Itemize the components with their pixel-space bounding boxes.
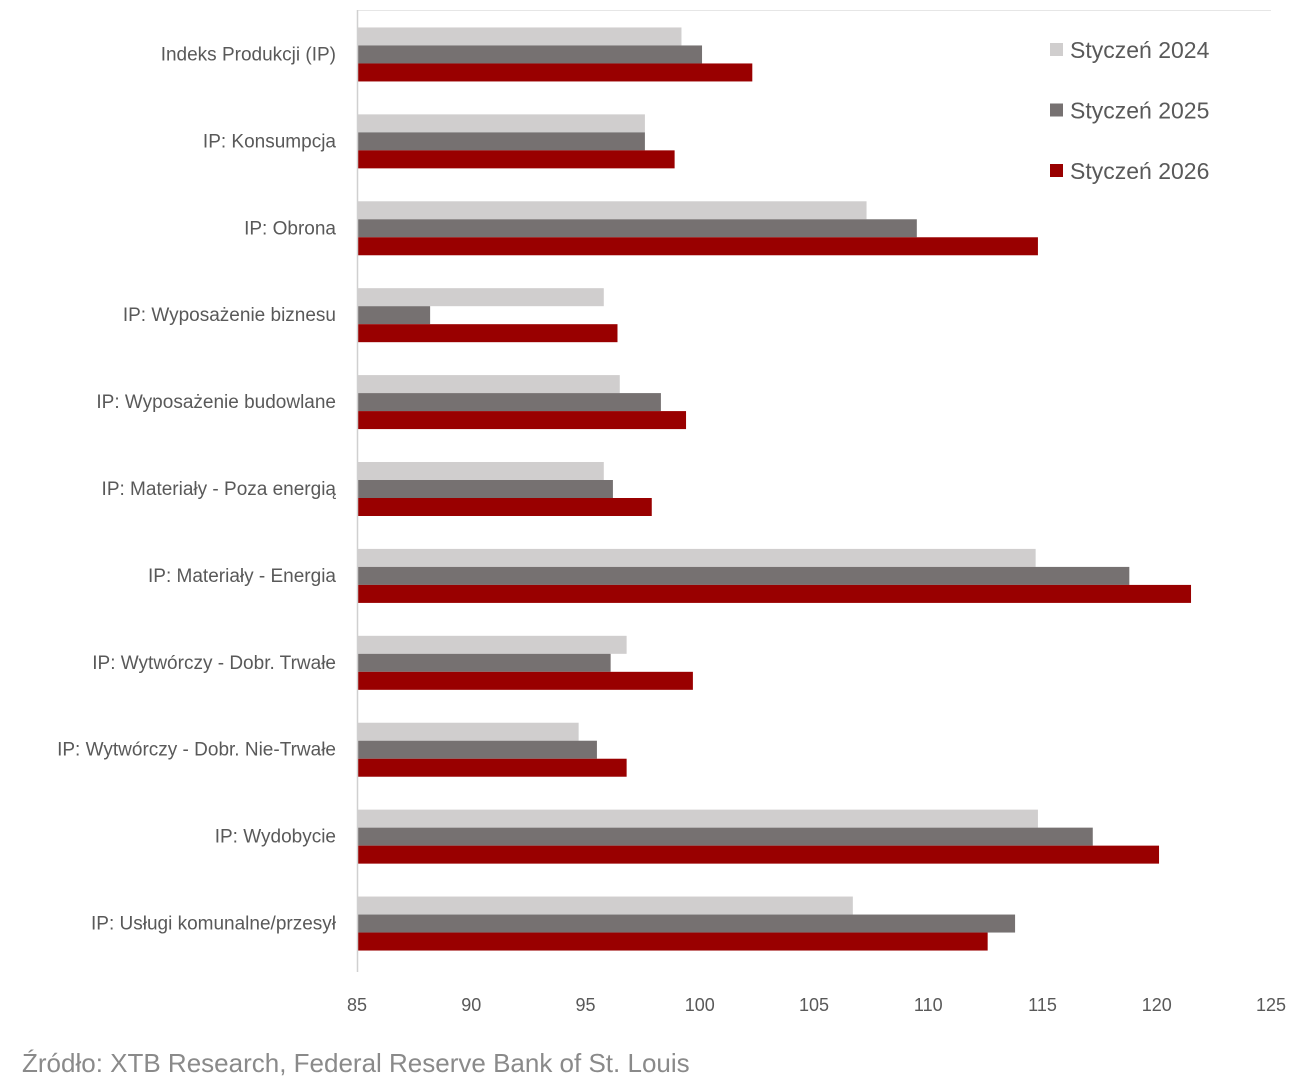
bar-3-3: [357, 237, 1038, 256]
category-label: Indeks Produkcji (IP): [161, 44, 336, 65]
bar-3-8: [357, 671, 693, 690]
bar-3-4: [357, 324, 618, 343]
legend-label: Styczeń 2024: [1070, 37, 1210, 63]
bar-1-7: [357, 548, 1036, 567]
bar-2-1: [357, 45, 703, 64]
bar-3-7: [357, 584, 1192, 603]
category-label: IP: Konsumpcja: [203, 131, 336, 152]
bar-2-9: [357, 740, 597, 759]
bar-3-2: [357, 150, 675, 169]
x-tick-label: 105: [799, 995, 829, 1015]
bar-2-8: [357, 653, 611, 672]
bar-1-1: [357, 27, 682, 46]
category-label: IP: Wyposażenie budowlane: [96, 392, 336, 413]
bar-2-2: [357, 132, 645, 151]
bar-2-6: [357, 480, 613, 498]
x-tick-label: 125: [1256, 995, 1286, 1015]
x-tick-label: 90: [461, 995, 481, 1015]
bar-chart: Indeks Produkcji (IP) IP: Konsumpcja IP: O…: [57, 10, 1286, 1015]
legend-swatch: [1050, 103, 1063, 117]
bar-1-2: [357, 114, 645, 133]
bar-1-9: [357, 722, 579, 741]
bar-3-6: [357, 498, 652, 516]
x-tick-label: 95: [575, 995, 595, 1015]
legend-swatch: [1050, 164, 1063, 177]
bar-1-8: [357, 635, 627, 654]
x-tick-label: 85: [347, 995, 367, 1015]
category-label: IP: Wydobycie: [215, 827, 336, 848]
bar-1-5: [357, 375, 620, 394]
bar-1-10: [357, 809, 1038, 828]
source-note: Źródło: XTB Research, Federal Reserve Ba…: [22, 1048, 690, 1078]
bar-2-11: [357, 914, 1016, 933]
legend-swatch: [1050, 43, 1063, 56]
bar-1-4: [357, 288, 604, 307]
bar-2-4: [357, 306, 431, 325]
category-label: IP: Obrona: [244, 218, 336, 239]
bar-2-5: [357, 393, 661, 412]
bar-1-6: [357, 462, 604, 480]
category-label: IP: Materiały - Energia: [148, 566, 336, 587]
category-label: IP: Wytwórczy - Dobr. Trwałe: [92, 653, 336, 674]
bar-2-7: [357, 566, 1130, 585]
category-label: IP: Wyposażenie biznesu: [123, 305, 336, 326]
bar-2-10: [357, 827, 1093, 846]
legend-label: Styczeń 2025: [1070, 98, 1209, 124]
x-tick-label: 110: [914, 995, 943, 1015]
x-tick-label: 115: [1028, 995, 1057, 1015]
bar-2-3: [357, 219, 917, 238]
bar-3-11: [357, 932, 988, 951]
category-label: IP: Usługi komunalne/przesył: [91, 914, 337, 935]
category-label: IP: Materiały - Poza energią: [102, 479, 337, 500]
bar-3-5: [357, 411, 687, 430]
legend-label: Styczeń 2026: [1070, 158, 1209, 184]
category-label: IP: Wytwórczy - Dobr. Nie-Trwałe: [57, 740, 336, 761]
bar-1-11: [357, 896, 853, 915]
bar-3-1: [357, 63, 753, 82]
bar-1-3: [357, 201, 867, 220]
x-tick-label: 120: [1142, 995, 1172, 1015]
bar-3-10: [357, 845, 1160, 864]
x-tick-label: 100: [685, 995, 715, 1015]
bar-3-9: [357, 758, 627, 777]
